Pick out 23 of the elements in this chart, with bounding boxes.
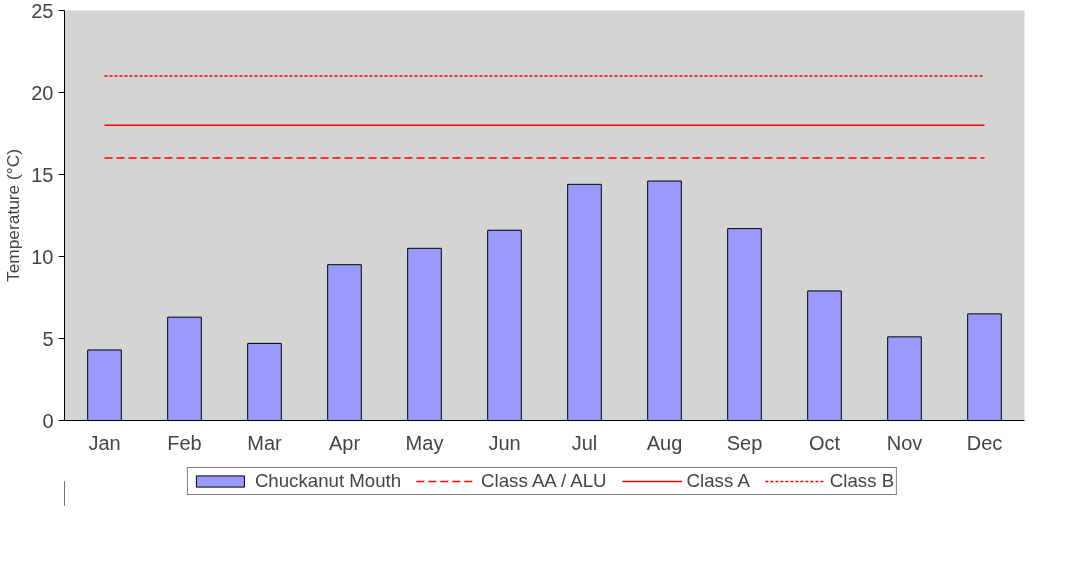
y-tick-label: 0: [42, 409, 54, 432]
legend-label: Chuckanut Mouth: [254, 470, 402, 492]
x-tick-label: Jan: [88, 431, 121, 454]
legend-label: Class AA / ALU: [481, 470, 607, 492]
y-tick-label: 25: [31, 0, 54, 22]
legend-label: Class B: [829, 470, 895, 492]
x-tick-label: Feb: [167, 431, 202, 454]
x-tick-label: Mar: [247, 431, 283, 454]
x-tick-label: Jun: [488, 431, 521, 454]
y-axis-title: Temperature (°C): [3, 148, 24, 283]
x-tick-label: Nov: [886, 431, 923, 454]
y-tick-label: 15: [31, 163, 54, 186]
x-tick-label: May: [405, 431, 444, 454]
y-tick-label: 5: [42, 327, 54, 350]
legend-label: Class A: [686, 470, 750, 492]
y-tick-label: 10: [31, 245, 54, 268]
x-tick-label: Sep: [726, 431, 763, 454]
x-tick-label: Jul: [571, 431, 598, 454]
x-tick-label: Oct: [808, 431, 841, 454]
x-tick-label: Aug: [646, 431, 683, 454]
x-tick-label: Dec: [966, 431, 1003, 454]
y-tick-label: 20: [31, 81, 54, 104]
x-tick-label: Apr: [328, 431, 361, 454]
